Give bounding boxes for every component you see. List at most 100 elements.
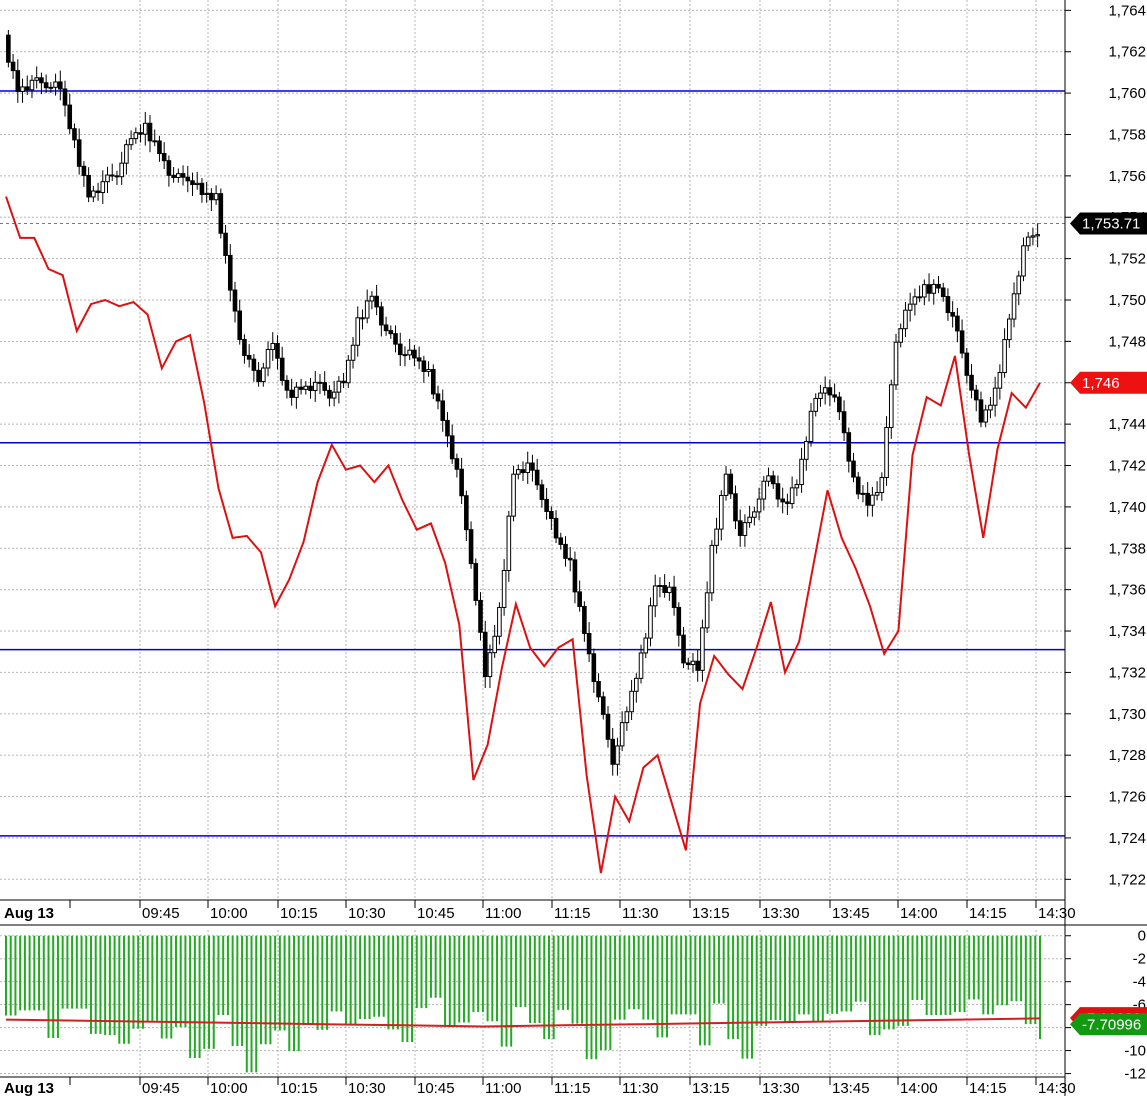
- osc-tick-label: -2: [1133, 951, 1146, 968]
- time-tick-label: 13:45: [832, 905, 870, 922]
- price-time-axis: 09:45 10:00 10:15 10:30 10:45 11:00 11:15 11:30…: [0, 899, 1147, 926]
- osc-tick-label: -12: [1124, 1066, 1146, 1083]
- candle-body: [685, 662, 691, 666]
- candle-body: [1007, 318, 1012, 341]
- candle-body: [445, 419, 450, 437]
- candle-body: [341, 380, 346, 384]
- date-label: Aug 13: [4, 905, 54, 922]
- time-tick-label: 13:15: [692, 905, 730, 922]
- price-tick-label: 1,726: [1108, 789, 1146, 806]
- candle-body: [275, 342, 280, 359]
- candle-body: [638, 652, 644, 679]
- candle-body: [690, 660, 696, 666]
- candle-body: [402, 354, 408, 357]
- price-tick-label: 1,736: [1108, 582, 1146, 599]
- candle-body: [558, 537, 564, 545]
- candle-body: [312, 381, 318, 391]
- time-tick-label: 09:45: [142, 905, 180, 922]
- candle-body: [308, 385, 313, 391]
- candle-body: [761, 480, 767, 500]
- candle-body: [832, 394, 837, 398]
- candle-body: [775, 483, 781, 500]
- candle-body: [227, 254, 233, 291]
- candle-body: [72, 128, 77, 141]
- candle-body: [511, 473, 516, 517]
- candle-body: [336, 380, 342, 393]
- candle-body: [95, 190, 101, 194]
- candle-body: [591, 653, 597, 683]
- candle-body: [945, 296, 951, 314]
- candle-body: [303, 385, 309, 390]
- candle-body: [794, 484, 800, 489]
- candle-body: [246, 354, 252, 360]
- candle-body: [109, 174, 115, 177]
- candle-body: [1011, 293, 1017, 320]
- candle-body: [931, 283, 937, 294]
- candle-body: [851, 460, 856, 478]
- candle-body: [922, 284, 927, 298]
- candle-body: [879, 477, 885, 494]
- candle-body: [926, 284, 932, 294]
- time-tick-label: 11:30: [622, 905, 658, 922]
- candle-body: [492, 635, 497, 654]
- candle-body: [369, 295, 375, 302]
- candle-body: [667, 586, 672, 594]
- candle-body: [874, 492, 880, 496]
- candle-body: [700, 627, 705, 671]
- candle-body: [218, 193, 224, 234]
- candle-body: [785, 501, 790, 505]
- candle-body: [530, 462, 535, 471]
- candle-body: [629, 690, 634, 713]
- last-price-badge-text: 1,753.71: [1082, 215, 1140, 232]
- candle-body: [808, 410, 814, 443]
- candle-body: [449, 435, 455, 460]
- candle-body: [185, 176, 191, 182]
- candle-body: [841, 411, 847, 434]
- candle-body: [294, 386, 299, 398]
- candle-body: [733, 493, 738, 522]
- candle-body: [473, 563, 479, 601]
- last-price-badge-bg: [1070, 212, 1147, 235]
- candle-body: [133, 132, 139, 140]
- candle-body: [327, 389, 332, 399]
- candle-body: [383, 324, 389, 332]
- candle-body: [176, 173, 181, 179]
- candle-body: [279, 357, 285, 381]
- candle-body: [662, 585, 667, 594]
- candle-body: [86, 174, 91, 198]
- time-tick-label: 14:15: [969, 905, 1007, 922]
- candle-body: [964, 352, 970, 376]
- candle-body: [393, 333, 398, 345]
- candle-body: [950, 312, 955, 317]
- candle-body: [76, 139, 82, 167]
- price-tick-label: 1,728: [1108, 747, 1146, 764]
- candle-body: [695, 660, 700, 671]
- candle-body: [520, 469, 526, 474]
- candle-body: [157, 140, 162, 155]
- candle-body: [714, 528, 719, 546]
- candle-body: [322, 382, 327, 391]
- candle-body: [100, 181, 106, 194]
- candle-body: [525, 462, 531, 474]
- candle-body: [91, 190, 96, 198]
- candle-body: [364, 300, 370, 319]
- candle-body: [147, 122, 153, 142]
- value-badges: 1,753.711,746-7.16939-7.70996: [1070, 212, 1147, 1036]
- candle-body: [440, 400, 446, 421]
- candle-body: [464, 495, 469, 531]
- price-tick-label: 1,758: [1108, 126, 1146, 143]
- candle-body: [643, 637, 649, 654]
- candle-body: [803, 441, 809, 460]
- candle-body: [497, 606, 502, 637]
- candle-body: [190, 180, 195, 186]
- osc-tick-label: -10: [1124, 1043, 1146, 1060]
- candle-body: [704, 592, 710, 629]
- time-tick-label: 11:00: [485, 1080, 521, 1096]
- candle-body: [770, 475, 776, 485]
- candle-body: [289, 389, 294, 398]
- candle-body: [48, 86, 54, 89]
- candle-body: [142, 122, 148, 135]
- candle-body: [232, 289, 238, 312]
- candle-body: [360, 317, 365, 320]
